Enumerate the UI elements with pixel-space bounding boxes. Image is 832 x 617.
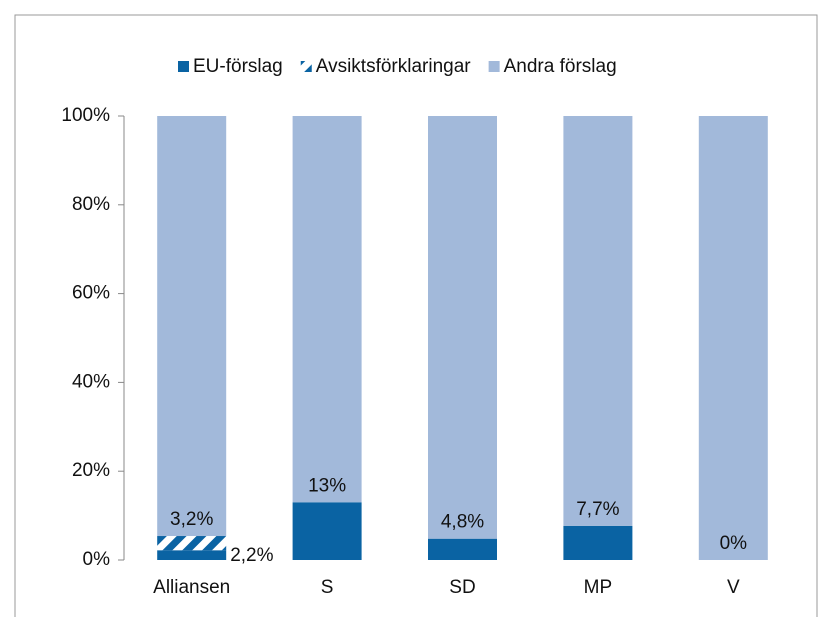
bar-segment	[563, 116, 633, 526]
bar-segment	[428, 116, 497, 539]
legend-label: EU-förslag	[193, 56, 283, 77]
x-tick-label: Alliansen	[153, 577, 230, 598]
y-tick-label: 80%	[72, 194, 110, 215]
x-tick-label: V	[727, 577, 740, 598]
legend-swatch	[300, 61, 312, 72]
bar-segment	[157, 550, 227, 560]
y-tick-label: 40%	[72, 371, 110, 392]
bar-segment	[563, 525, 633, 560]
x-tick-label: S	[321, 577, 334, 598]
bar-segment	[157, 116, 227, 537]
bar-segment	[698, 116, 768, 560]
x-tick-label: SD	[449, 577, 475, 598]
legend-label: Avsiktsförklaringar	[316, 56, 472, 77]
value-label: 13%	[308, 475, 346, 496]
y-tick-label: 20%	[72, 460, 110, 481]
x-tick-label: MP	[584, 577, 613, 598]
frame	[14, 14, 818, 617]
value-label: 2,2%	[230, 545, 273, 566]
value-label: 7,7%	[576, 499, 619, 520]
y-tick-label: 0%	[83, 549, 111, 570]
y-tick-label: 60%	[72, 283, 110, 304]
legend-label: Andra förslag	[504, 56, 617, 77]
bar-segment	[292, 502, 362, 560]
value-label: 4,8%	[441, 512, 484, 533]
y-tick-label: 100%	[61, 105, 110, 126]
legend-swatch	[488, 61, 500, 72]
bar-segment	[292, 116, 362, 503]
bar-segment	[428, 538, 497, 560]
bar-segment	[157, 536, 227, 551]
value-label: 3,2%	[170, 509, 213, 530]
value-label: 0%	[720, 533, 748, 554]
legend-swatch	[178, 61, 189, 72]
